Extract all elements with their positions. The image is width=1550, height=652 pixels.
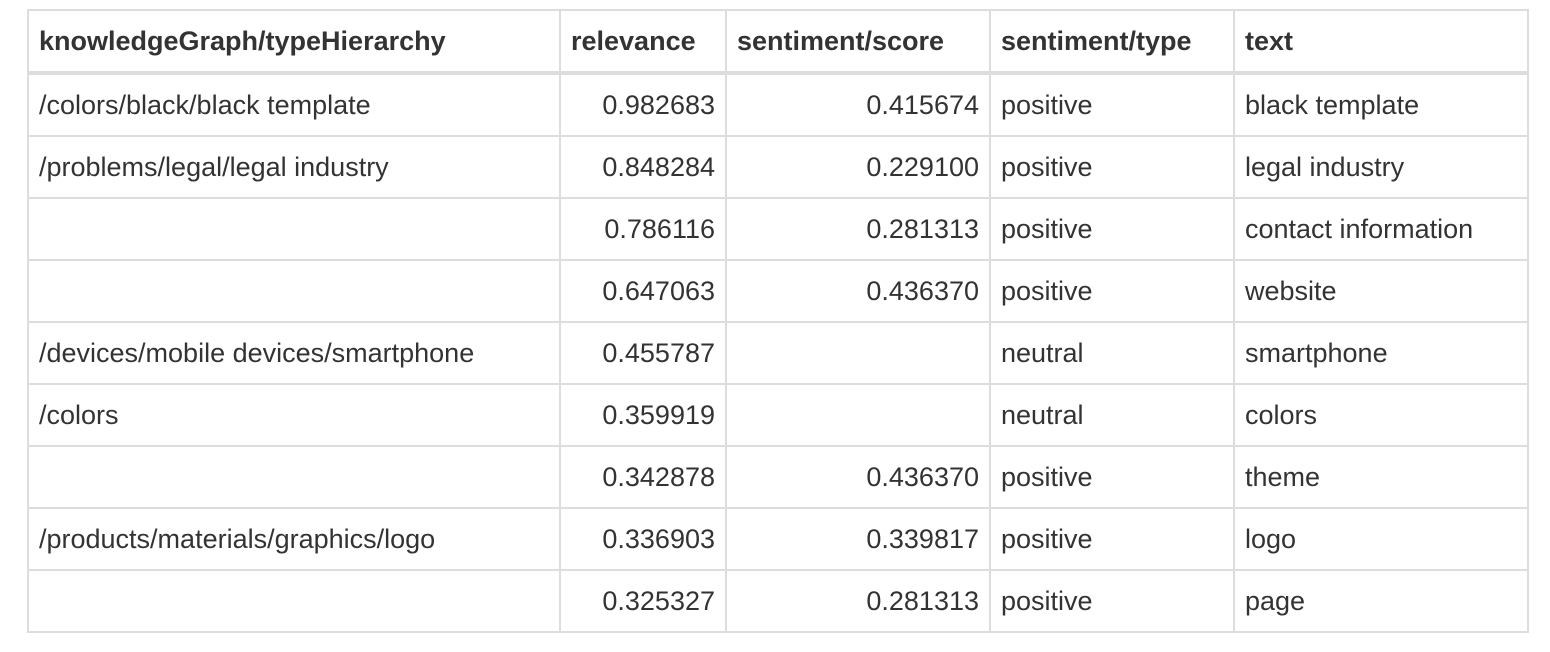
cell-relevance: 0.455787 — [560, 322, 726, 384]
cell-text: legal industry — [1234, 136, 1528, 198]
cell-sentiment-score: 0.339817 — [726, 508, 990, 570]
cell-sentiment-score — [726, 322, 990, 384]
cell-relevance: 0.359919 — [560, 384, 726, 446]
cell-sentiment-type: positive — [990, 446, 1234, 508]
cell-sentiment-score: 0.436370 — [726, 446, 990, 508]
cell-text: page — [1234, 570, 1528, 632]
cell-sentiment-type: neutral — [990, 322, 1234, 384]
header-text: text — [1234, 10, 1528, 73]
header-relevance: relevance — [560, 10, 726, 73]
cell-sentiment-score — [726, 384, 990, 446]
cell-type-hierarchy: /colors — [28, 384, 560, 446]
cell-relevance: 0.342878 — [560, 446, 726, 508]
cell-relevance: 0.325327 — [560, 570, 726, 632]
cell-sentiment-type: positive — [990, 198, 1234, 260]
header-sentiment-type: sentiment/type — [990, 10, 1234, 73]
results-table: knowledgeGraph/typeHierarchy relevance s… — [27, 9, 1529, 633]
cell-relevance: 0.336903 — [560, 508, 726, 570]
cell-relevance: 0.848284 — [560, 136, 726, 198]
cell-text: smartphone — [1234, 322, 1528, 384]
table-row: /devices/mobile devices/smartphone 0.455… — [28, 322, 1528, 384]
cell-text: contact information — [1234, 198, 1528, 260]
cell-sentiment-type: neutral — [990, 384, 1234, 446]
cell-type-hierarchy: /products/materials/graphics/logo — [28, 508, 560, 570]
table-row: /colors 0.359919 neutral colors — [28, 384, 1528, 446]
cell-text: website — [1234, 260, 1528, 322]
table-row: 0.647063 0.436370 positive website — [28, 260, 1528, 322]
cell-text: logo — [1234, 508, 1528, 570]
cell-sentiment-score: 0.415674 — [726, 73, 990, 136]
cell-type-hierarchy — [28, 446, 560, 508]
cell-sentiment-type: positive — [990, 508, 1234, 570]
cell-sentiment-score: 0.281313 — [726, 198, 990, 260]
table-header-row: knowledgeGraph/typeHierarchy relevance s… — [28, 10, 1528, 73]
cell-text: theme — [1234, 446, 1528, 508]
cell-relevance: 0.982683 — [560, 73, 726, 136]
table-row: 0.325327 0.281313 positive page — [28, 570, 1528, 632]
cell-sentiment-type: positive — [990, 73, 1234, 136]
results-table-container: knowledgeGraph/typeHierarchy relevance s… — [27, 9, 1527, 633]
cell-type-hierarchy — [28, 260, 560, 322]
cell-type-hierarchy — [28, 570, 560, 632]
cell-type-hierarchy: /problems/legal/legal industry — [28, 136, 560, 198]
header-type-hierarchy: knowledgeGraph/typeHierarchy — [28, 10, 560, 73]
table-row: /colors/black/black template 0.982683 0.… — [28, 73, 1528, 136]
header-sentiment-score: sentiment/score — [726, 10, 990, 73]
cell-sentiment-type: positive — [990, 136, 1234, 198]
cell-type-hierarchy — [28, 198, 560, 260]
table-row: 0.342878 0.436370 positive theme — [28, 446, 1528, 508]
cell-text: colors — [1234, 384, 1528, 446]
cell-text: black template — [1234, 73, 1528, 136]
cell-sentiment-score: 0.229100 — [726, 136, 990, 198]
table-row: /problems/legal/legal industry 0.848284 … — [28, 136, 1528, 198]
cell-sentiment-type: positive — [990, 260, 1234, 322]
table-row: 0.786116 0.281313 positive contact infor… — [28, 198, 1528, 260]
table-row: /products/materials/graphics/logo 0.3369… — [28, 508, 1528, 570]
cell-sentiment-score: 0.281313 — [726, 570, 990, 632]
cell-type-hierarchy: /devices/mobile devices/smartphone — [28, 322, 560, 384]
cell-relevance: 0.647063 — [560, 260, 726, 322]
cell-sentiment-type: positive — [990, 570, 1234, 632]
cell-sentiment-score: 0.436370 — [726, 260, 990, 322]
cell-relevance: 0.786116 — [560, 198, 726, 260]
cell-type-hierarchy: /colors/black/black template — [28, 73, 560, 136]
